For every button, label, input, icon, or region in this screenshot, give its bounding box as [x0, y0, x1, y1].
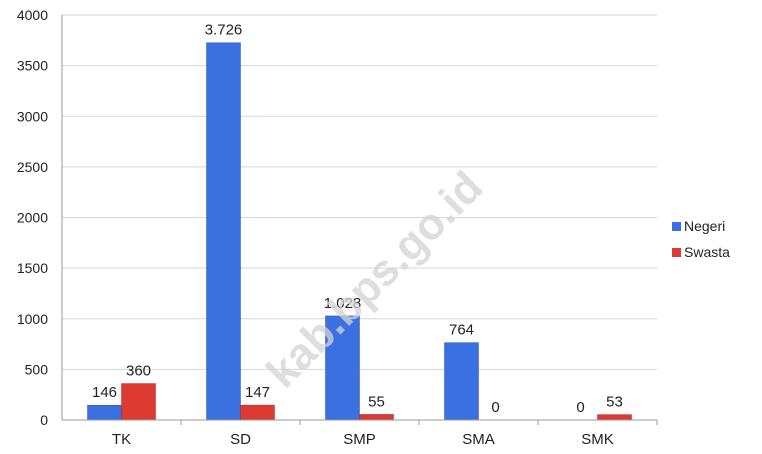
data-label-negeri-tk: 146: [92, 384, 117, 401]
data-label-swasta-smp: 55: [368, 393, 385, 410]
bar-swasta-tk: [121, 383, 156, 421]
y-tick-label: 2000: [17, 210, 48, 226]
bar-negeri-smp: [325, 315, 360, 421]
data-label-negeri-sma: 764: [449, 322, 474, 339]
bar-swasta-smk: [597, 414, 632, 421]
x-tick-label: SD: [230, 431, 251, 448]
y-tick-label: 2500: [17, 159, 48, 175]
data-label-swasta-smk: 53: [606, 394, 623, 411]
legend-label-swasta: Swasta: [684, 244, 730, 260]
bar-swasta-smp: [359, 414, 394, 421]
x-tick-label: TK: [112, 431, 131, 448]
x-axis: TK SD SMP SMA SMK: [62, 419, 658, 448]
legend-label-negeri: Negeri: [684, 218, 725, 234]
y-tick-label: 4000: [17, 7, 48, 23]
data-label-swasta-sma: 0: [491, 399, 499, 416]
legend-swatch-negeri: [672, 222, 681, 231]
legend: Negeri Swasta: [672, 218, 730, 260]
legend-swatch-swasta: [672, 248, 681, 257]
y-axis: 0 500 1000 1500 2000 2500 3000 3500 4000: [17, 7, 63, 428]
bar-negeri-sma: [444, 342, 479, 421]
bar-negeri-tk: [87, 404, 122, 421]
data-label-swasta-sd: 147: [245, 384, 270, 401]
x-tick-label: SMA: [462, 431, 495, 448]
y-tick-label: 3000: [17, 108, 48, 124]
bars: [87, 42, 632, 421]
data-labels: 146 360 3.726 147 1.028 55 764 0 0 53: [92, 22, 623, 416]
bar-swasta-sd: [240, 404, 275, 421]
data-label-negeri-smk: 0: [576, 399, 584, 416]
x-tick-label: SMP: [343, 431, 376, 448]
bar-negeri-sd: [206, 42, 241, 421]
data-label-swasta-tk: 360: [126, 363, 151, 380]
data-label-negeri-sd: 3.726: [205, 22, 243, 39]
x-tick-label: SMK: [581, 431, 614, 448]
y-tick-label: 0: [40, 412, 48, 428]
y-tick-label: 1500: [17, 260, 48, 276]
y-tick-label: 500: [25, 361, 49, 377]
grid-lines: [62, 14, 657, 421]
y-tick-label: 3500: [17, 58, 48, 74]
data-label-negeri-smp: 1.028: [324, 295, 362, 312]
y-tick-label: 1000: [17, 311, 48, 327]
